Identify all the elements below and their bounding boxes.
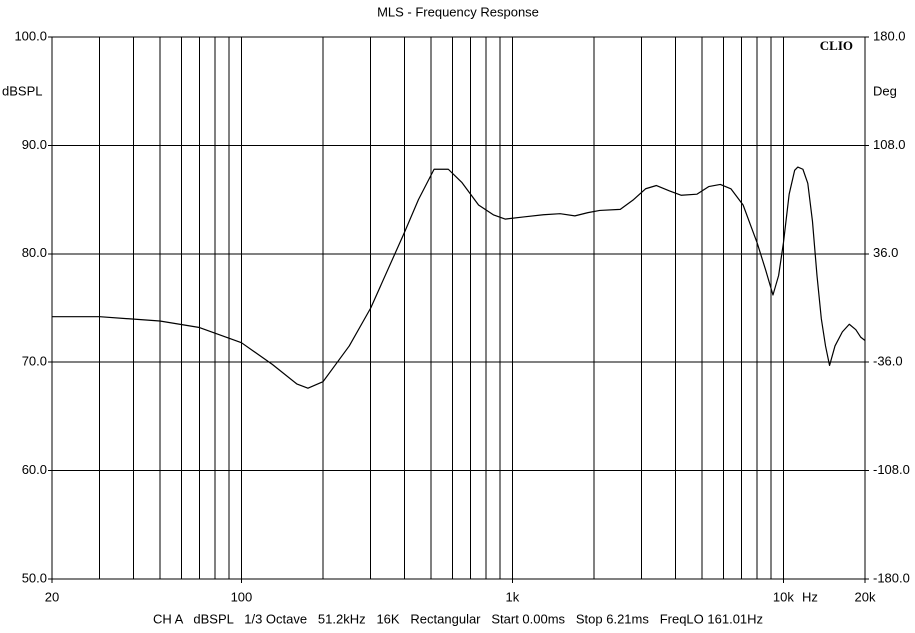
y-tick-label: 90.0 [22, 137, 47, 152]
y2-tick-label: -108.0 [873, 462, 910, 477]
y-tick-label: 70.0 [22, 354, 47, 369]
x-tick-label: 20 [45, 589, 59, 604]
brand: CLIO [820, 38, 853, 53]
y2-tick-label: 108.0 [873, 137, 906, 152]
chart-title: MLS - Frequency Response [377, 4, 539, 19]
x-tick-label: 100 [231, 589, 253, 604]
y-axis-label: dBSPL [2, 83, 42, 98]
y-tick-label: 80.0 [22, 245, 47, 260]
y2-tick-label: 180.0 [873, 28, 906, 43]
response-line [52, 166, 866, 389]
footer: CH A dBSPL 1/3 Octave 51.2kHz 16K Rectan… [153, 611, 763, 626]
y-tick-label: 60.0 [22, 462, 47, 477]
y-tick-label: 100.0 [14, 28, 47, 43]
y2-tick-label: 36.0 [873, 245, 898, 260]
y2-tick-label: -180.0 [873, 570, 910, 585]
plot-border [51, 36, 866, 580]
x-tick-label: 20k [855, 589, 876, 604]
x-tick-label: 10k [773, 589, 794, 604]
y-tick-label: 50.0 [22, 570, 47, 585]
y2-axis-label: Deg [873, 83, 897, 98]
x-axis-label: Hz [802, 589, 818, 604]
y2-tick-label: -36.0 [873, 354, 903, 369]
x-tick-label: 1k [506, 589, 520, 604]
